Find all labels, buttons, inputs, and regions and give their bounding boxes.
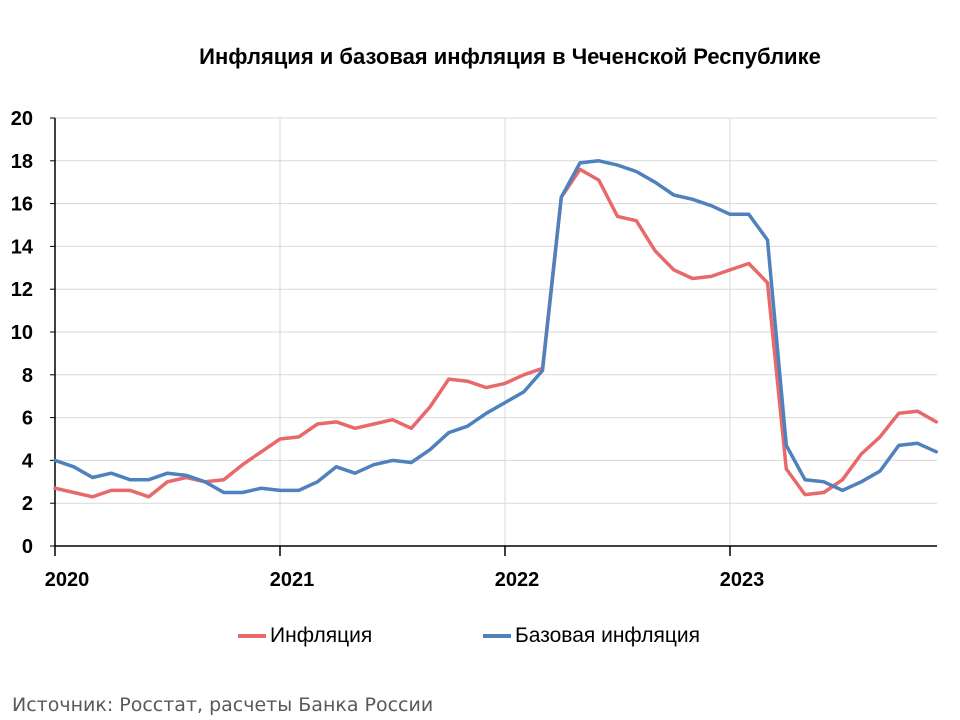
chart-title: Инфляция и базовая инфляция в Чеченской …	[199, 44, 821, 69]
y-tick-label: 18	[11, 151, 33, 173]
series-lines	[53, 159, 939, 499]
y-tick-label: 10	[11, 322, 33, 344]
legend-swatch-core-inflation	[483, 634, 511, 638]
legend: Инфляция Базовая инфляция	[0, 624, 960, 654]
source-note: Источник: Росстат, расчеты Банка России	[12, 694, 434, 716]
x-tick-label: 2020	[45, 569, 90, 591]
y-tick-label: 8	[22, 365, 33, 387]
y-tick-label: 2	[22, 493, 33, 515]
series-line-inflation	[53, 167, 939, 499]
y-tick-label: 14	[11, 236, 34, 258]
y-tick-label: 6	[22, 408, 33, 430]
x-tick-label: 2022	[495, 569, 540, 591]
x-tick-label: 2023	[720, 569, 765, 591]
legend-item-inflation: Инфляция	[238, 624, 372, 648]
series-line-core-inflation	[53, 159, 939, 495]
legend-item-core-inflation: Базовая инфляция	[483, 624, 700, 648]
y-tick-label: 16	[11, 194, 33, 216]
y-tick-label: 4	[22, 450, 34, 472]
y-tick-label: 0	[22, 536, 33, 558]
x-tick-label: 2021	[270, 569, 315, 591]
y-tick-label: 20	[11, 108, 33, 130]
legend-swatch-inflation	[238, 634, 266, 638]
legend-label-inflation: Инфляция	[270, 624, 373, 647]
y-tick-label: 12	[11, 279, 33, 301]
gridlines	[55, 117, 937, 546]
legend-label-core-inflation: Базовая инфляция	[515, 624, 701, 647]
